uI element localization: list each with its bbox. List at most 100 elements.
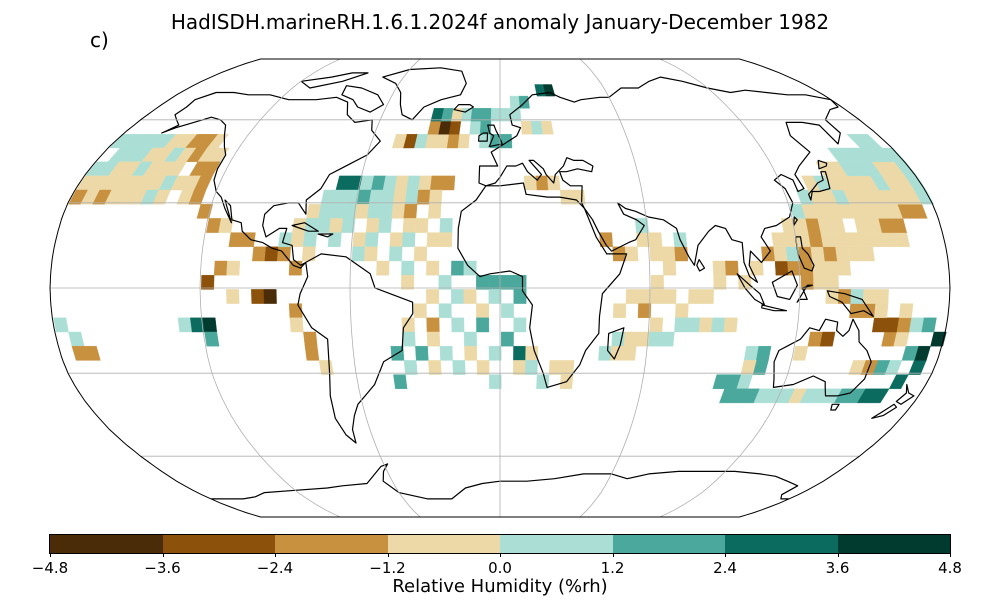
anomaly-cell xyxy=(426,260,440,276)
coastline xyxy=(761,304,788,312)
coastline xyxy=(607,327,625,360)
anomaly-cell xyxy=(881,147,907,162)
coastline xyxy=(796,284,813,303)
anomaly-cell xyxy=(452,360,466,375)
anomaly-cell xyxy=(535,175,549,191)
anomaly-cell xyxy=(662,260,677,276)
anomaly-cell xyxy=(451,289,464,304)
coastline xyxy=(871,403,898,419)
anomaly-cell xyxy=(457,134,470,149)
anomaly-cell xyxy=(318,360,334,375)
anomaly-cell xyxy=(391,204,406,219)
colorbar-tick-mark xyxy=(162,553,164,557)
anomaly-cell xyxy=(488,374,502,389)
colorbar-segment xyxy=(725,535,838,553)
anomaly-cell xyxy=(524,360,538,375)
coastline xyxy=(211,463,799,500)
anomaly-cell xyxy=(341,218,356,233)
anomaly-cell xyxy=(625,289,639,304)
anomaly-cell xyxy=(226,260,241,276)
anomaly-cell xyxy=(441,175,456,191)
colorbar-tick-mark xyxy=(275,553,276,557)
anomaly-cell xyxy=(884,317,900,333)
anomaly-cell xyxy=(196,204,214,219)
anomaly-cell xyxy=(540,120,554,135)
anomaly-cell xyxy=(488,275,502,290)
anomaly-cell xyxy=(930,331,947,347)
anomaly-cell xyxy=(501,303,514,318)
anomaly-cell xyxy=(837,260,852,276)
anomaly-cell xyxy=(813,275,827,290)
anomaly-cell xyxy=(404,189,419,205)
anomaly-cell xyxy=(414,218,429,233)
colorbar-tick-label: −4.8 xyxy=(31,559,69,577)
anomaly-cell xyxy=(430,175,444,191)
anomaly-cell xyxy=(520,120,533,135)
anomaly-cell xyxy=(451,260,465,276)
anomaly-cell xyxy=(825,275,839,290)
anomaly-cell xyxy=(469,120,482,135)
anomaly-cell xyxy=(202,317,218,333)
anomaly-cell xyxy=(413,303,427,318)
anomaly-cell xyxy=(330,204,346,219)
coastline xyxy=(817,159,828,170)
anomaly-cell xyxy=(152,189,171,205)
anomaly-cell xyxy=(204,331,220,347)
anomaly-cell xyxy=(413,246,428,262)
anomaly-cell xyxy=(501,275,514,290)
coastline xyxy=(317,233,334,238)
anomaly-cell xyxy=(622,346,637,361)
colorbar-tick-mark xyxy=(725,553,726,557)
anomaly-cell xyxy=(898,303,914,318)
anomaly-cell xyxy=(712,260,727,276)
anomaly-cell xyxy=(921,317,937,333)
anomaly-cell xyxy=(749,260,764,276)
anomaly-cell xyxy=(426,317,440,333)
anomaly-cell xyxy=(463,331,477,347)
anomaly-cell xyxy=(812,260,827,276)
colorbar-tick-mark xyxy=(387,553,389,557)
anomaly-cell xyxy=(393,374,408,389)
anomaly-cell xyxy=(470,108,483,122)
anomaly-cell xyxy=(476,275,489,290)
anomaly-cell xyxy=(228,232,244,247)
colorbar-segment xyxy=(387,535,500,553)
anomaly-cell xyxy=(304,346,320,361)
anomaly-cell xyxy=(83,346,101,361)
anomaly-cell xyxy=(711,317,726,333)
coastline xyxy=(341,85,385,113)
anomaly-cell xyxy=(240,232,256,247)
anomaly-cell xyxy=(439,218,453,233)
colorbar-tick-label: −3.6 xyxy=(144,559,181,577)
anomaly-cell xyxy=(725,260,739,276)
colorbar-tick-label: −2.4 xyxy=(256,559,294,577)
colorbar-tick-mark xyxy=(50,553,51,557)
anomaly-cell xyxy=(774,260,789,276)
anomaly-cell xyxy=(612,303,627,318)
anomaly-cell xyxy=(351,246,366,262)
anomaly-cell xyxy=(427,204,442,219)
anomaly-cell xyxy=(650,289,664,304)
anomaly-cell xyxy=(476,303,489,318)
anomaly-cell xyxy=(490,108,502,122)
anomaly-cell xyxy=(401,260,415,276)
coastline xyxy=(487,124,503,148)
coastline xyxy=(478,76,841,283)
colorbar-tick-label: 1.2 xyxy=(600,559,625,577)
anomaly-cell xyxy=(430,108,444,122)
anomaly-cell xyxy=(251,289,265,304)
anomaly-cell xyxy=(513,317,527,333)
anomaly-cell xyxy=(415,346,429,361)
colorbar-tick-label: 4.8 xyxy=(938,559,962,577)
anomaly-cell xyxy=(438,275,452,290)
anomaly-cell xyxy=(822,246,838,262)
anomaly-cell xyxy=(500,134,513,149)
anomaly-cell xyxy=(402,218,417,233)
anomaly-cell xyxy=(862,289,877,304)
anomaly-cell xyxy=(674,317,689,333)
anomaly-cell xyxy=(648,331,663,347)
anomaly-cell xyxy=(771,232,787,247)
anomaly-cell xyxy=(389,232,404,247)
anomaly-cell xyxy=(800,275,814,290)
